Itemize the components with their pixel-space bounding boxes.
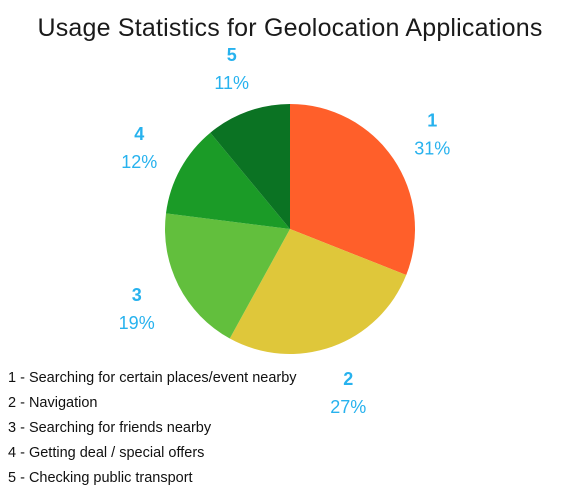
slice-percent-label-2: 27% bbox=[330, 397, 366, 417]
pie-slice-4 bbox=[165, 132, 290, 229]
legend-item-1: 1 - Searching for certain places/event n… bbox=[8, 370, 297, 386]
slice-percent-label-1: 31% bbox=[414, 138, 450, 158]
slice-percent-label-5: 11% bbox=[214, 73, 249, 93]
slice-number-label-5: 5 bbox=[227, 45, 237, 65]
slice-percent-label-3: 19% bbox=[119, 313, 155, 333]
pie-slice-2 bbox=[229, 229, 407, 355]
slice-number-label-2: 2 bbox=[343, 369, 353, 389]
slice-number-label-4: 4 bbox=[134, 124, 144, 144]
legend-item-3: 3 - Searching for friends nearby bbox=[8, 420, 212, 436]
legend: 1 - Searching for certain places/event n… bbox=[8, 366, 297, 491]
slice-number-label-1: 1 bbox=[427, 110, 437, 130]
pie-slice-5 bbox=[210, 104, 290, 229]
legend-item-2: 2 - Navigation bbox=[8, 395, 98, 411]
pie-slice-1 bbox=[290, 104, 415, 276]
slice-percent-label-4: 12% bbox=[121, 152, 157, 172]
pie-slice-3 bbox=[165, 213, 290, 339]
legend-item-4: 4 - Getting deal / special offers bbox=[8, 445, 205, 461]
chart-title: Usage Statistics for Geolocation Applica… bbox=[37, 14, 543, 42]
legend-item-5: 5 - Checking public transport bbox=[8, 470, 193, 486]
slice-number-label-3: 3 bbox=[132, 285, 142, 305]
